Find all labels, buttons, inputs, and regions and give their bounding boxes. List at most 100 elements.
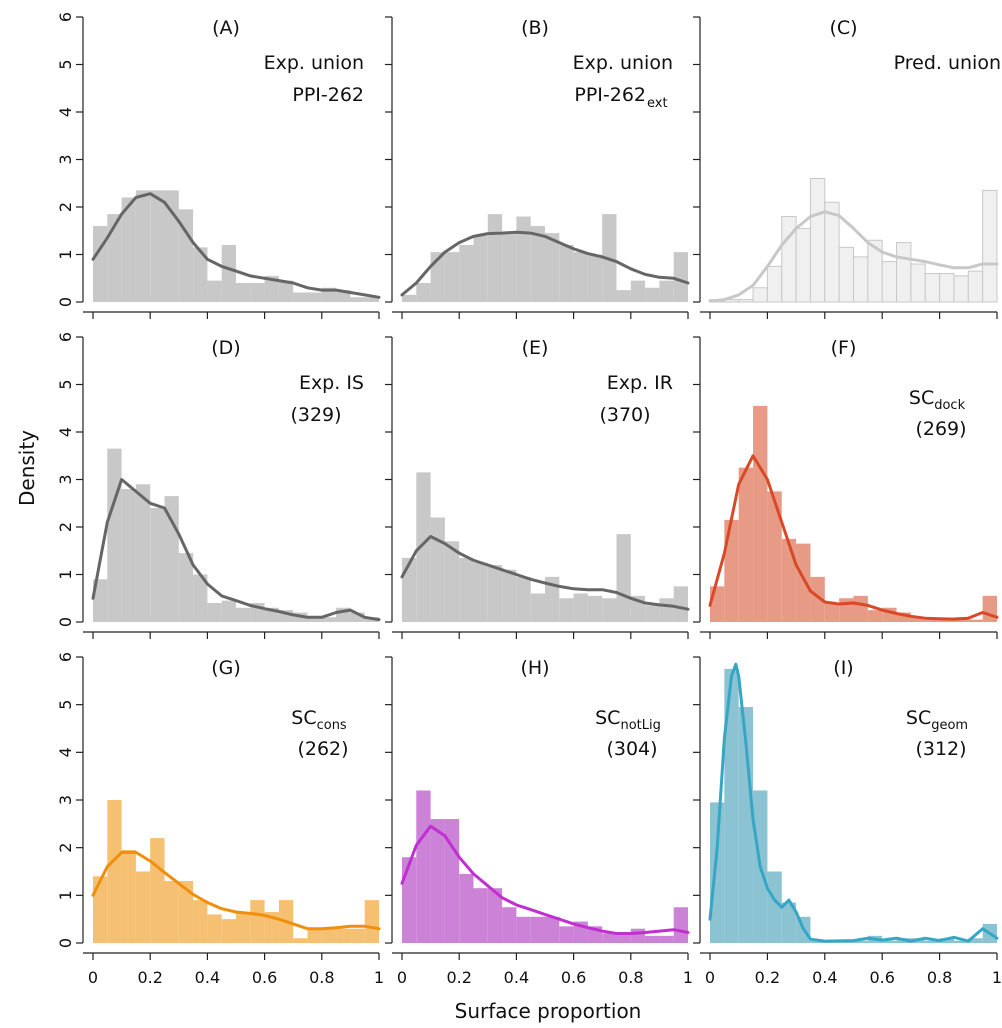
histogram-bar: [459, 873, 474, 943]
histogram-bar: [164, 881, 179, 943]
histogram-bar: [982, 189, 998, 303]
histogram-bar: [530, 916, 545, 943]
histogram-bar: [416, 283, 431, 302]
panel-label: SCnotLig: [595, 707, 661, 733]
panel-label-subscript: cons: [317, 718, 347, 733]
density-curve: [708, 454, 999, 621]
histogram-bar: [659, 935, 674, 943]
histogram-bar: [516, 916, 531, 943]
histogram-bar: [710, 586, 725, 622]
density-curve: [91, 850, 381, 931]
histogram-bar: [250, 283, 265, 302]
x-tick-label: 1: [683, 968, 693, 987]
histogram-bar: [207, 280, 222, 302]
panel-letter: (B): [521, 17, 549, 39]
x-tick-label: 0.6: [561, 968, 586, 987]
histogram-bar: [659, 598, 674, 622]
histogram-bar: [444, 252, 460, 302]
y-tick-label: 0: [56, 617, 75, 627]
histogram-bar: [207, 603, 222, 622]
histogram-bar: [221, 600, 236, 622]
histogram-bar: [795, 227, 811, 303]
y-tick-label: 0: [56, 938, 75, 948]
histogram-bar: [444, 541, 460, 622]
histogram-bar: [264, 275, 279, 302]
histogram-bar: [307, 617, 322, 622]
panel-letter: (A): [212, 17, 240, 39]
histogram-bar: [968, 619, 983, 622]
histogram-bar: [738, 299, 754, 303]
histogram-bar: [307, 292, 322, 302]
histogram-bar: [135, 190, 151, 302]
histogram-bar: [896, 242, 912, 303]
panel-letter: (C): [829, 17, 857, 39]
x-tick-label: 1: [374, 968, 384, 987]
histogram-bar: [602, 933, 617, 943]
histogram-bar: [336, 290, 351, 302]
histogram-bar: [939, 938, 954, 943]
histogram-bar: [473, 562, 488, 622]
x-tick-label: 0.2: [137, 968, 162, 987]
panel-e: (E) Exp. IR (370): [385, 336, 690, 639]
histogram-bar: [824, 603, 840, 622]
y-tick-label: 6: [56, 652, 75, 662]
histogram-bar: [645, 935, 660, 943]
histogram-bar: [502, 907, 517, 943]
panel-label-subscript: geom: [931, 718, 968, 733]
histogram-bar: [430, 819, 445, 943]
histogram-bar: [530, 226, 545, 302]
histogram-bar: [673, 252, 688, 302]
histogram-bar: [364, 297, 379, 302]
histogram-bar: [193, 574, 208, 622]
x-tick-label: 0: [88, 968, 98, 987]
y-tick-label: 0: [56, 297, 75, 307]
histogram-bar: [896, 612, 911, 622]
histogram-bar: [293, 938, 308, 943]
x-tick-label: 0.8: [927, 968, 952, 987]
histogram-bar: [487, 888, 503, 943]
histogram-bar: [459, 557, 474, 622]
y-tick-label: 3: [56, 154, 75, 164]
panel-label-main: SC: [909, 387, 934, 409]
histogram-bar: [810, 576, 825, 622]
histogram-bar: [796, 543, 811, 622]
y-tick-label: 4: [56, 747, 75, 757]
histogram-bar: [766, 265, 783, 303]
histogram-bar: [178, 881, 194, 943]
histogram-bar: [673, 586, 688, 622]
panel-i: 0 0.2 0.4 0.6 0.8 1 (I) SCgeom (312): [693, 656, 1002, 987]
panel-letter: (E): [522, 337, 549, 359]
histogram-bar: [710, 802, 725, 943]
x-tick-label: 0.6: [869, 968, 894, 987]
histogram-bar: [121, 850, 136, 943]
histogram-bar: [530, 593, 545, 622]
panel-label-sub: PPI-262: [574, 84, 646, 106]
histogram-bar: [659, 280, 674, 302]
histogram-bar: [350, 612, 365, 622]
histogram-bar: [767, 871, 782, 943]
panel-label-subscript: notLig: [620, 718, 660, 733]
histogram-bar: [402, 557, 417, 622]
histogram-bar: [559, 245, 574, 302]
histogram-bar: [673, 907, 688, 943]
x-tick-label: 0.4: [812, 968, 837, 987]
histogram-bar: [645, 605, 660, 622]
histogram-bar: [516, 576, 531, 622]
histogram-bar: [616, 290, 631, 302]
panel-label-subscript: dock: [934, 398, 965, 413]
histogram-bar: [135, 484, 151, 622]
histogram-bar: [781, 538, 797, 622]
histogram-bar: [968, 938, 983, 943]
histogram-bar: [573, 593, 588, 622]
histogram-bar: [953, 940, 969, 943]
panel-g: 0 1 2 3 4 5 6 0 0.2 0.4 0.6 0.8 1 (G) SCcons (262): [56, 652, 384, 987]
histogram-bar: [953, 275, 969, 303]
histogram-bar: [121, 489, 136, 622]
histogram-bar: [93, 579, 108, 622]
histogram-bar: [107, 800, 122, 943]
panel-h: 0 0.2 0.4 0.6 0.8 1 (H) SCnotLig (304): [385, 656, 693, 987]
histogram-bar: [321, 617, 337, 622]
y-tick-label: 6: [56, 12, 75, 22]
histogram-bar: [135, 871, 151, 943]
